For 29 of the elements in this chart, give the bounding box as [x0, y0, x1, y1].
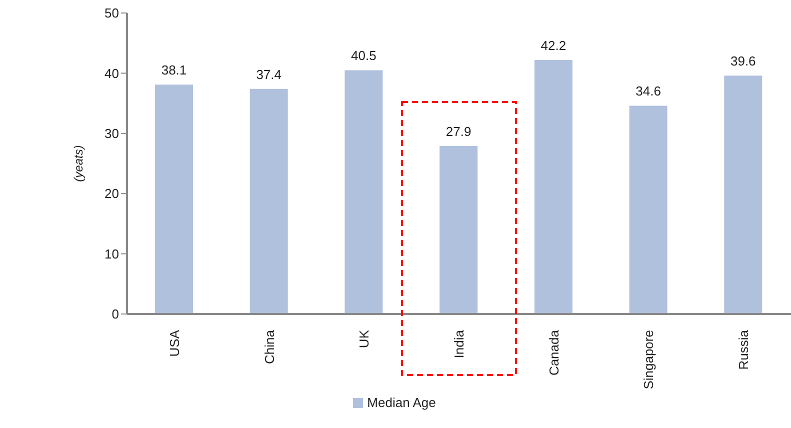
bar	[724, 76, 762, 314]
y-tick-label: 10	[104, 246, 119, 262]
data-label: 39.6	[730, 54, 756, 69]
x-tick-label: China	[262, 329, 277, 364]
y-axis-title: (yeats)	[71, 145, 86, 182]
x-tick-label: Canada	[546, 329, 562, 376]
y-tick-label: 50	[104, 6, 119, 21]
x-tick-label: USA	[166, 330, 182, 357]
x-tick-label: Russia	[736, 329, 752, 370]
bar	[344, 70, 383, 314]
y-tick-label: 30	[104, 126, 119, 142]
data-label: 42.2	[540, 38, 566, 53]
data-label: 38.1	[161, 62, 187, 78]
y-tick-label: 0	[112, 306, 119, 322]
bar	[155, 84, 193, 314]
y-tick-label: 40	[104, 66, 119, 81]
data-label: 34.6	[636, 84, 661, 99]
bar	[629, 106, 668, 314]
y-tick-label: 20	[104, 186, 119, 202]
x-tick-label: Singapore	[641, 330, 656, 390]
legend-label: Median Age	[367, 395, 436, 410]
x-tick-label: UK	[356, 330, 372, 348]
x-tick-label: India	[452, 329, 466, 358]
data-label: 37.4	[256, 66, 282, 82]
bar	[250, 88, 288, 314]
data-label: 27.9	[446, 124, 472, 140]
bar	[440, 146, 478, 314]
bar	[534, 60, 572, 314]
data-label: 40.5	[351, 48, 376, 64]
